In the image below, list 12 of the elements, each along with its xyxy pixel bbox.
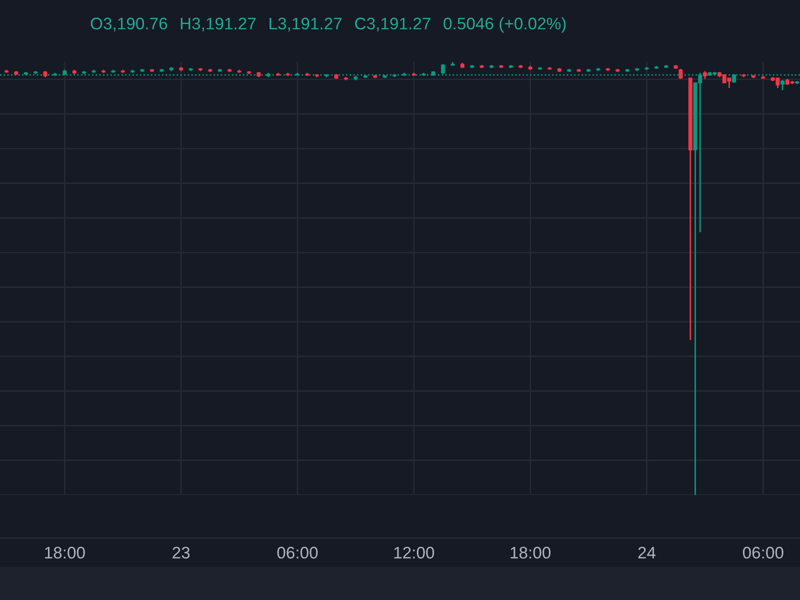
text: H3,191.27: [180, 18, 256, 32]
text: O3,190.76: [90, 18, 168, 32]
text: C3,191.27: [355, 18, 430, 32]
text: L3,191.27: [270, 18, 342, 32]
x-tick-label: 18:00: [510, 546, 551, 559]
x-tick-label: 18:00: [45, 546, 85, 559]
x-tick-label: 06:00: [277, 546, 318, 559]
x-tick-label: 06:00: [742, 546, 784, 559]
x-tick-label: 24: [638, 546, 656, 558]
x-tick-label: 12:00: [394, 546, 434, 559]
text: 0.5046 (+0.02%): [444, 17, 566, 33]
x-tick-label: 23: [172, 546, 190, 559]
